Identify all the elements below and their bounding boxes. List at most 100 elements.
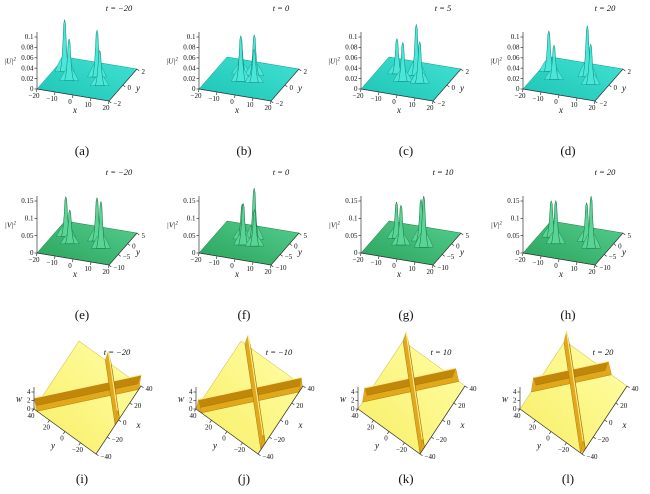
- soliton-peak: [94, 49, 105, 86]
- tick-label: 0.05: [507, 232, 520, 240]
- tick-label: 0: [60, 435, 64, 443]
- panel-caption: (d): [560, 143, 576, 158]
- y-axis-label: y: [135, 247, 140, 257]
- plot-title: t = 10: [433, 167, 455, 177]
- surface-plot-panel: 0 0.02 0.04 0.06 0.08 0.1 −20 −10 0 10 20 −2 0 2 x y |U|…: [1, 1, 163, 165]
- y-axis-label: y: [297, 83, 302, 93]
- ridge-endcap: [137, 375, 141, 390]
- axes: [193, 385, 306, 456]
- axes: [34, 196, 140, 269]
- panel-caption: (h): [560, 307, 576, 322]
- plot-title: t = 20: [593, 347, 615, 357]
- tick-label: 0.1: [187, 33, 196, 41]
- tick-label: −20: [112, 436, 123, 444]
- z-axis-label: W: [502, 395, 509, 404]
- tick-label: 10: [247, 265, 255, 273]
- x-axis-label: x: [558, 269, 563, 279]
- tick-label: 20: [458, 402, 466, 410]
- tick-label: 0.15: [345, 197, 358, 205]
- tick-label: −20: [353, 256, 364, 264]
- x-axis-label: x: [234, 269, 239, 279]
- soliton-peak: [418, 195, 429, 248]
- ridge-crest: [107, 351, 118, 411]
- tick-label: 10: [571, 265, 579, 273]
- plot-title: t = 0: [273, 167, 290, 177]
- tick-label: −10: [371, 95, 382, 103]
- ridge-endcap: [420, 439, 425, 454]
- panel-caption: (b): [236, 143, 252, 158]
- tick-label: −40: [425, 453, 436, 461]
- tick-label: 0: [516, 249, 520, 257]
- x-axis-label: x: [72, 269, 77, 279]
- tick-label: 0: [290, 84, 294, 92]
- tick-label: 0: [30, 85, 34, 93]
- ridge-endcap: [531, 377, 536, 392]
- axis-labels: x y |U|2 t = 0: [166, 3, 302, 115]
- tick-label: 0.08: [507, 44, 520, 52]
- soliton-peak: [550, 199, 561, 245]
- tick-labels: 00.050.10.15−20 −10 0 10 20−10−505: [21, 197, 145, 276]
- surface-plot-panel: 0 0.05 0.1 0.15 −20 −10 0 10 20 −10 −5 0 5 x y |V|2 t = …: [325, 165, 487, 329]
- tick-label: 20: [103, 268, 111, 276]
- soliton-peaks: [231, 33, 265, 83]
- tick-label: −10: [600, 264, 611, 272]
- tick-label: 5: [304, 232, 308, 240]
- ridge-endcap: [196, 399, 202, 413]
- plot-title: t = 0: [273, 3, 290, 13]
- axis-labels: x y Wt = 10: [340, 347, 465, 451]
- axis-labels: x y |V|2 t = 10: [329, 167, 464, 279]
- tick-label: 40: [146, 385, 154, 393]
- tick-label: −2: [438, 100, 446, 108]
- tick-label: 2: [466, 68, 470, 76]
- ridge-endcap: [362, 387, 367, 403]
- tick-label: −10: [438, 264, 449, 272]
- tick-label: 20: [205, 423, 213, 431]
- z-axis-label: |U|2: [166, 56, 179, 65]
- tick-label: −20: [598, 436, 609, 444]
- z-axis-label: |U|2: [4, 56, 17, 65]
- tick-label: 5: [466, 232, 470, 240]
- tick-label: −20: [396, 446, 407, 454]
- tick-label: 0: [222, 435, 226, 443]
- tick-label: −20: [191, 92, 202, 100]
- tick-label: 2: [189, 397, 193, 405]
- surface-plot-svg: 00.020.040.060.080.1−20 −10 0 10 20−202xy|U|…: [490, 3, 632, 115]
- axis-labels: x y Wt = −10: [178, 347, 303, 451]
- ridge-endcap: [299, 377, 303, 392]
- soliton-peak: [238, 202, 249, 246]
- tick-label: 0: [384, 435, 388, 443]
- tick-label: 10: [85, 265, 93, 273]
- soliton-peak: [64, 38, 75, 81]
- tick-label: 0.02: [345, 75, 358, 83]
- tick-label: 0: [294, 242, 298, 250]
- axes: [358, 32, 464, 105]
- tick-label: 0: [456, 242, 460, 250]
- tick-label: 0: [68, 98, 72, 106]
- axes: [520, 32, 626, 105]
- soliton-peak: [64, 209, 75, 245]
- tick-label: 20: [589, 268, 597, 276]
- surface-plot-svg: 00.020.040.060.080.1−20 −10 0 10 20−202xy|U|…: [4, 3, 146, 115]
- ridge-endcap: [115, 410, 120, 426]
- tick-label: 0.06: [345, 54, 358, 62]
- plot-title: t = 20: [595, 167, 617, 177]
- soliton-peak: [95, 201, 106, 249]
- y-axis-label: y: [212, 441, 217, 451]
- y-axis-label: y: [536, 441, 541, 451]
- tick-label: 20: [43, 423, 51, 431]
- y-axis-label: y: [621, 83, 626, 93]
- surface-plot-svg: 00.020.040.060.080.1−20 −10 0 10 20−202xy|U|…: [166, 3, 308, 115]
- panel-caption: (e): [74, 307, 90, 322]
- ridge-crest: [405, 332, 423, 440]
- z-axis-label: |V|2: [167, 220, 179, 229]
- ridge-crest: [566, 331, 584, 442]
- tick-label: 0: [354, 85, 358, 93]
- tick-label: 10: [409, 265, 417, 273]
- panel-caption: (l): [561, 471, 575, 486]
